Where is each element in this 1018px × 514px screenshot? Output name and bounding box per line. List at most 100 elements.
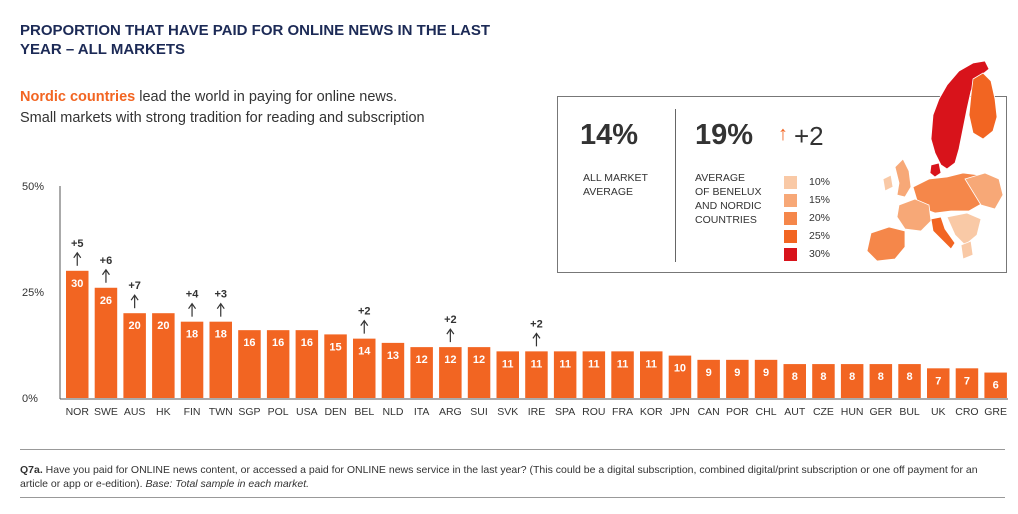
europe-map bbox=[855, 55, 1005, 267]
bar-sui bbox=[467, 347, 491, 398]
bar-swe bbox=[94, 287, 118, 398]
bar-sgp bbox=[238, 330, 261, 398]
legend-swatch bbox=[784, 193, 797, 207]
all-market-label-2: AVERAGE bbox=[583, 186, 633, 198]
up-arrow-head-icon bbox=[446, 328, 455, 335]
bar-value-label: 11 bbox=[502, 358, 514, 370]
subtitle-line2: Small markets with strong tradition for … bbox=[20, 110, 425, 126]
bar-value-label: 11 bbox=[645, 358, 657, 370]
y-tick-label: 50% bbox=[22, 181, 44, 193]
bar-value-label: 12 bbox=[473, 354, 485, 366]
category-label: FRA bbox=[612, 406, 633, 418]
legend-item: 25% bbox=[784, 227, 830, 245]
footnote-rule-bottom bbox=[20, 497, 1005, 498]
change-label: +2 bbox=[530, 318, 543, 330]
footnote-base: Base: Total sample in each market. bbox=[145, 478, 310, 490]
change-label: +2 bbox=[358, 306, 371, 318]
category-label: IRE bbox=[528, 406, 546, 418]
bar-value-label: 20 bbox=[129, 320, 141, 332]
category-label: CZE bbox=[813, 406, 834, 418]
bar-value-label: 10 bbox=[674, 363, 686, 375]
footnote-rule-top bbox=[20, 449, 1005, 450]
category-label: SUI bbox=[470, 406, 488, 418]
benelux-label-2: OF BENELUX bbox=[695, 186, 762, 198]
inset-divider bbox=[675, 109, 676, 262]
bar-nor bbox=[66, 270, 89, 398]
legend-item: 10% bbox=[784, 173, 830, 191]
category-label: BEL bbox=[354, 406, 374, 418]
europe-map-icon bbox=[866, 60, 1004, 262]
benelux-label-4: COUNTRIES bbox=[695, 214, 757, 226]
bar-por bbox=[726, 359, 749, 398]
all-market-label: ALL MARKET AVERAGE bbox=[583, 171, 648, 199]
category-label: CHL bbox=[756, 406, 777, 418]
category-label: TWN bbox=[209, 406, 233, 418]
bar-jpn bbox=[668, 355, 692, 398]
bar-value-label: 16 bbox=[301, 337, 313, 349]
bar-value-label: 9 bbox=[763, 367, 769, 379]
up-arrow-head-icon bbox=[188, 302, 197, 310]
up-arrow-head-icon bbox=[101, 268, 110, 276]
bar-value-label: 11 bbox=[559, 358, 571, 370]
category-label: SPA bbox=[555, 406, 575, 418]
bar-value-label: 12 bbox=[416, 354, 428, 366]
bar-nld bbox=[381, 342, 405, 398]
bar-fin bbox=[180, 321, 204, 398]
category-label: CAN bbox=[698, 406, 720, 418]
legend-label: 25% bbox=[809, 230, 831, 242]
all-market-value: 14% bbox=[580, 119, 639, 151]
category-label: HUN bbox=[841, 406, 864, 418]
bar-value-label: 18 bbox=[186, 329, 198, 341]
bar-ger bbox=[869, 364, 893, 398]
bar-bel bbox=[353, 338, 376, 398]
bar-can bbox=[697, 359, 720, 398]
change-label: +3 bbox=[214, 289, 227, 301]
change-label: +7 bbox=[128, 280, 141, 292]
category-label: GRE bbox=[984, 406, 1007, 418]
bar-chl bbox=[754, 359, 778, 398]
bar-bul bbox=[898, 364, 921, 398]
bar-uk bbox=[927, 368, 950, 398]
category-label: POL bbox=[268, 406, 289, 418]
category-label: GER bbox=[869, 406, 892, 418]
category-label: USA bbox=[296, 406, 318, 418]
up-arrow-head-icon bbox=[360, 319, 369, 326]
bar-ita bbox=[410, 347, 433, 398]
bar-den bbox=[324, 334, 347, 398]
bar-gre bbox=[984, 372, 1007, 398]
legend-swatch bbox=[784, 229, 797, 243]
bar-twn bbox=[209, 321, 232, 398]
legend-label: 15% bbox=[809, 194, 831, 206]
all-market-label-1: ALL MARKET bbox=[583, 172, 648, 184]
bar-arg bbox=[439, 347, 462, 398]
bar-value-label: 11 bbox=[617, 358, 629, 370]
change-label: +6 bbox=[100, 255, 113, 267]
category-label: ROU bbox=[582, 406, 605, 418]
bar-value-label: 8 bbox=[878, 371, 884, 383]
legend-item: 15% bbox=[784, 191, 830, 209]
legend-swatch bbox=[784, 175, 797, 189]
category-label: KOR bbox=[640, 406, 663, 418]
bar-cro bbox=[955, 368, 979, 398]
bar-value-label: 8 bbox=[820, 371, 826, 383]
bar-value-label: 15 bbox=[329, 341, 341, 353]
map-region-uk bbox=[894, 158, 912, 198]
bar-value-label: 9 bbox=[734, 367, 740, 379]
bar-value-label: 26 bbox=[100, 295, 112, 307]
legend-item: 20% bbox=[784, 209, 830, 227]
arrow-up-icon: ↑ bbox=[778, 123, 788, 145]
map-region-ireland bbox=[882, 174, 894, 192]
bar-ire bbox=[525, 351, 548, 398]
category-label: ARG bbox=[439, 406, 462, 418]
bar-value-label: 7 bbox=[935, 375, 941, 387]
category-label: BUL bbox=[899, 406, 920, 418]
benelux-label-3: AND NORDIC bbox=[695, 200, 762, 212]
bar-value-label: 30 bbox=[71, 278, 83, 290]
map-region-balkans bbox=[946, 212, 982, 246]
bar-value-label: 8 bbox=[849, 371, 855, 383]
map-region-finland bbox=[968, 72, 998, 140]
legend-label: 20% bbox=[809, 212, 831, 224]
benelux-value: 19% bbox=[695, 119, 754, 151]
category-label: NOR bbox=[66, 406, 90, 418]
legend-swatch bbox=[784, 211, 797, 225]
